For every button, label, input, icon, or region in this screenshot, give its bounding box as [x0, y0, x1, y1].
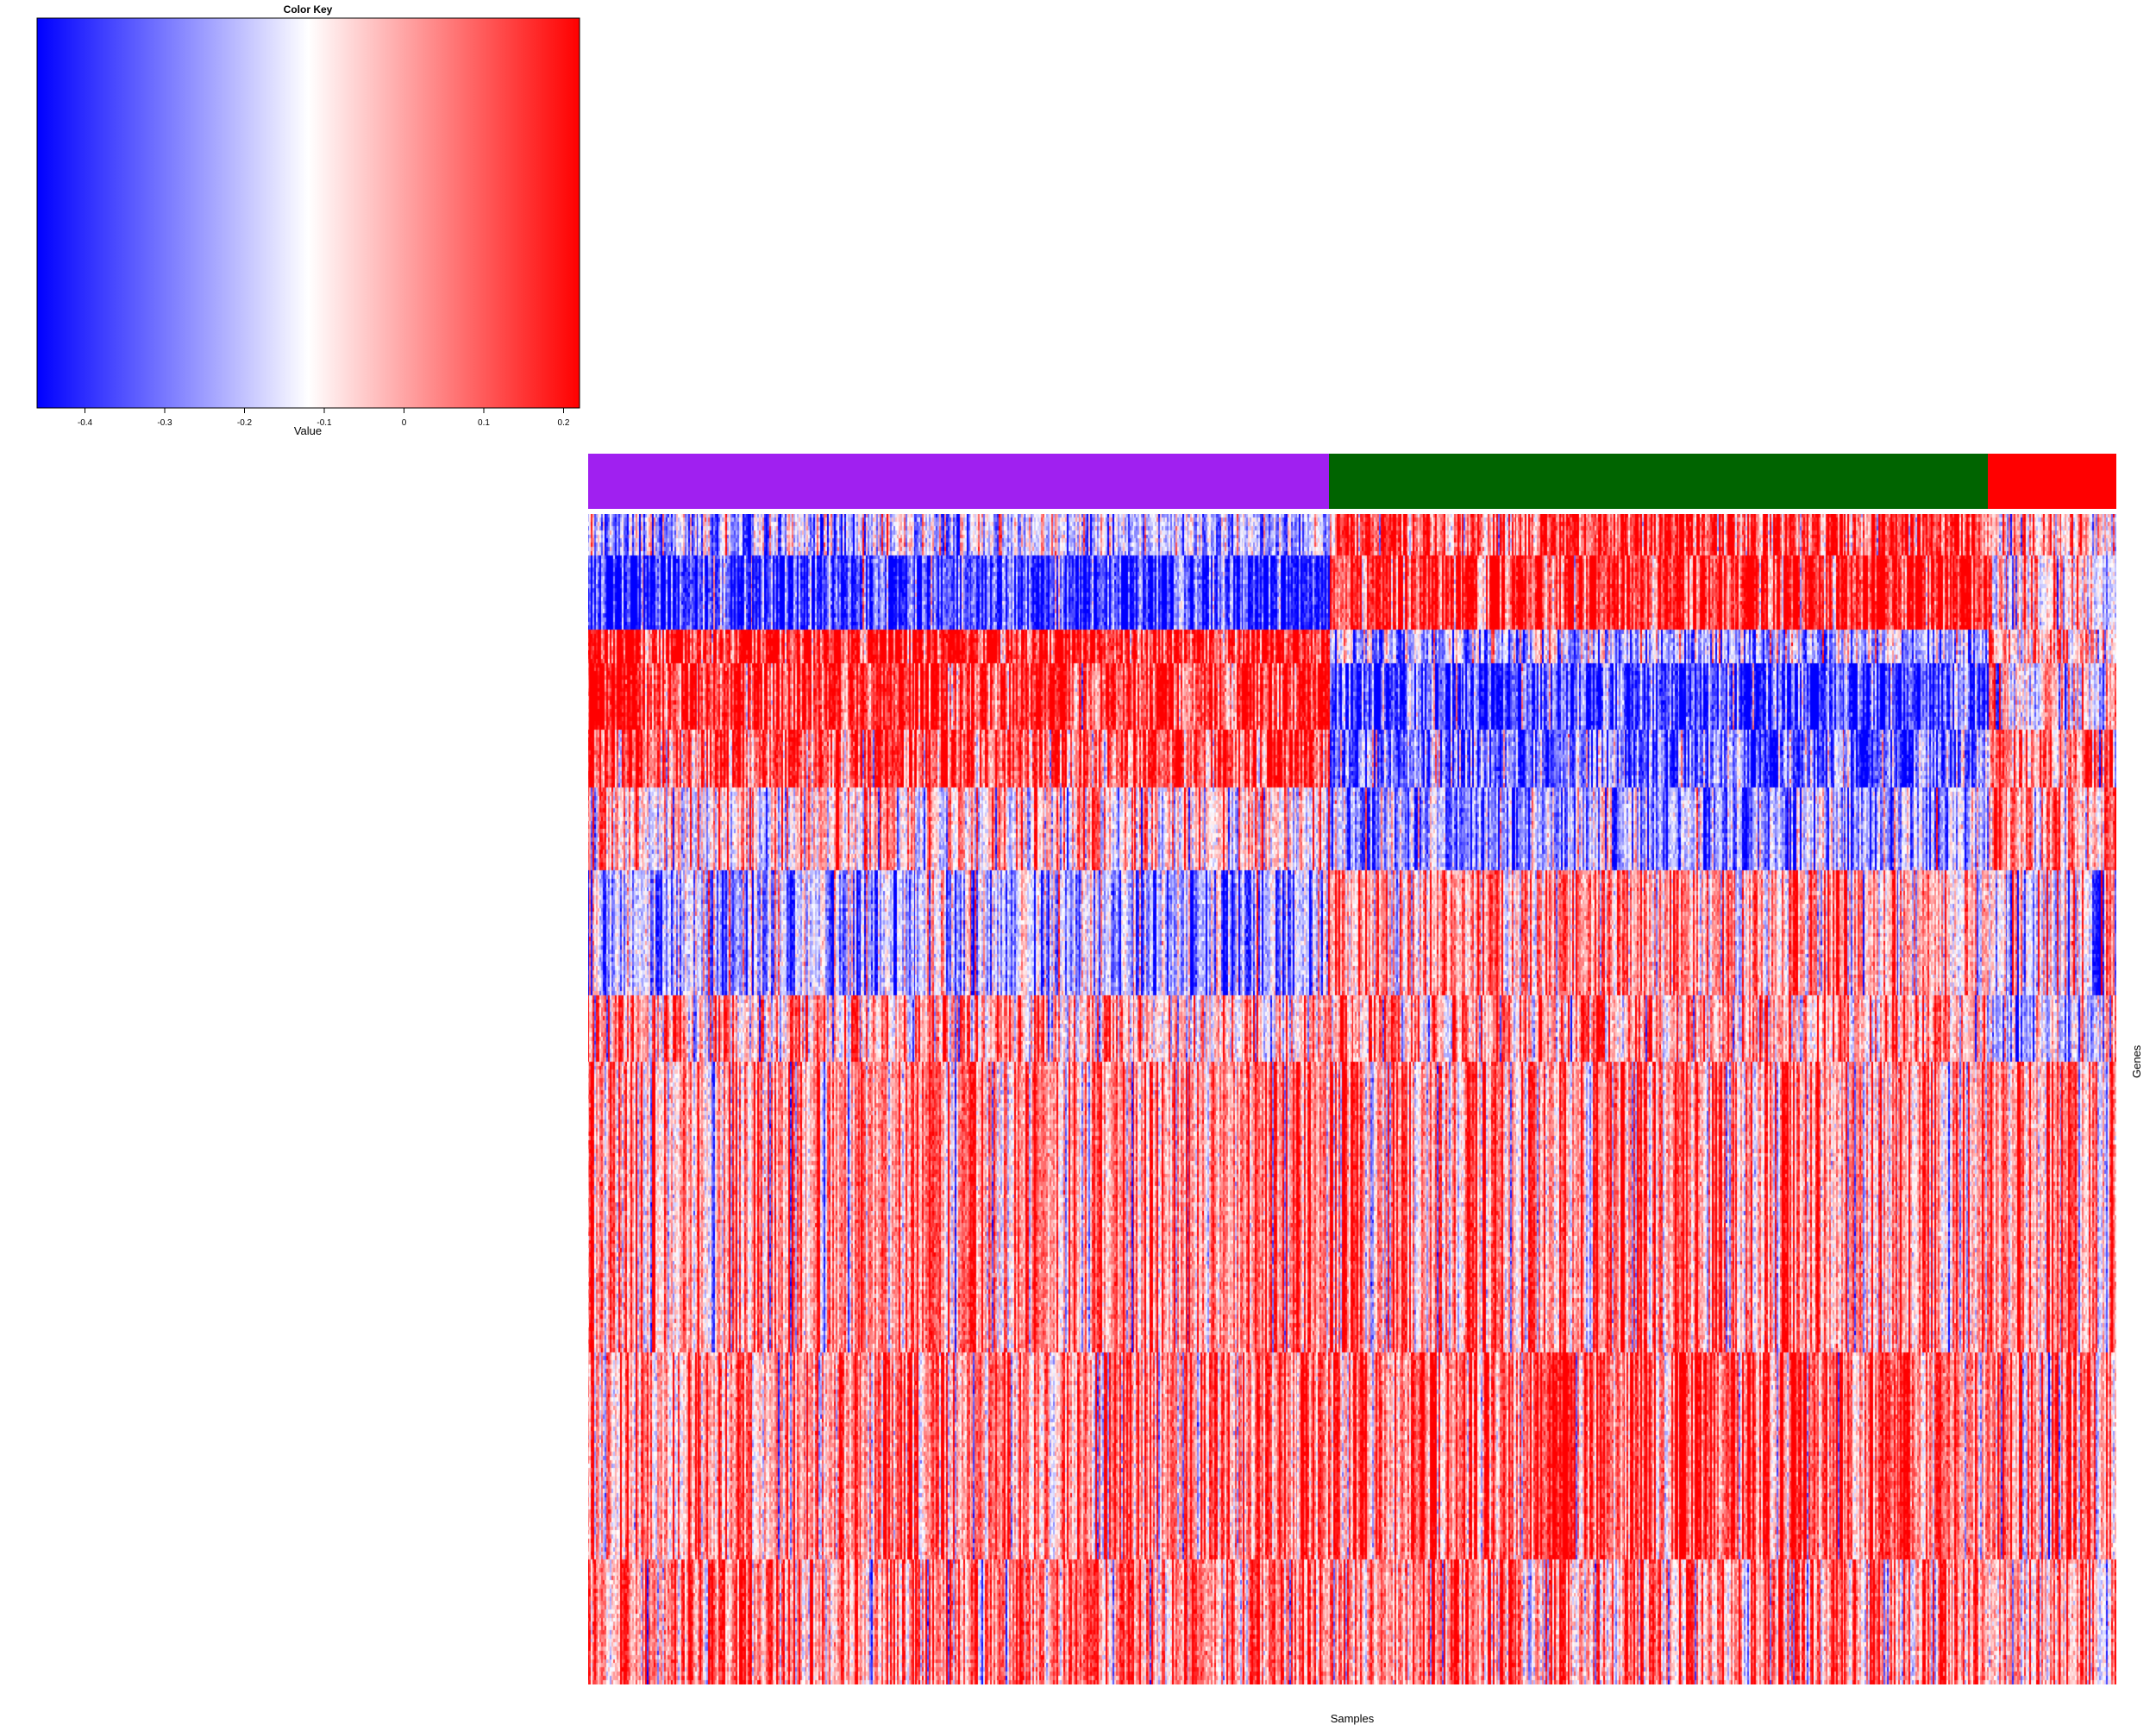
- sample-group-bar: [588, 454, 2116, 509]
- color-key: Color Key -0.4 -0.3 -0.2 -0.1 0 0.1 0.2 Value: [36, 3, 580, 437]
- color-key-tick-label: -0.3: [157, 418, 172, 428]
- color-key-tick-label: -0.2: [237, 418, 253, 428]
- color-key-ticks: -0.4 -0.3 -0.2 -0.1 0 0.1 0.2: [78, 408, 570, 428]
- color-key-xlabel: Value: [294, 424, 322, 437]
- color-key-tick-label: -0.1: [317, 418, 332, 428]
- color-key-tick-label: 0.1: [478, 418, 490, 428]
- x-axis-title: Samples: [1330, 1712, 1375, 1725]
- sample-group-segment: [1988, 454, 2116, 509]
- heatmap-cells: [588, 514, 2116, 1684]
- color-key-tick-label: 0: [402, 418, 407, 428]
- sample-group-segment: [588, 454, 1330, 509]
- color-key-gradient: [36, 17, 580, 409]
- y-axis-title: Genes: [2130, 1044, 2143, 1078]
- sample-group-segment: [1329, 454, 1989, 509]
- color-key-title: Color Key: [284, 3, 333, 16]
- group-divider: [588, 509, 2116, 514]
- color-key-tick-label: -0.4: [78, 418, 93, 428]
- color-key-tick-label: 0.2: [558, 418, 570, 428]
